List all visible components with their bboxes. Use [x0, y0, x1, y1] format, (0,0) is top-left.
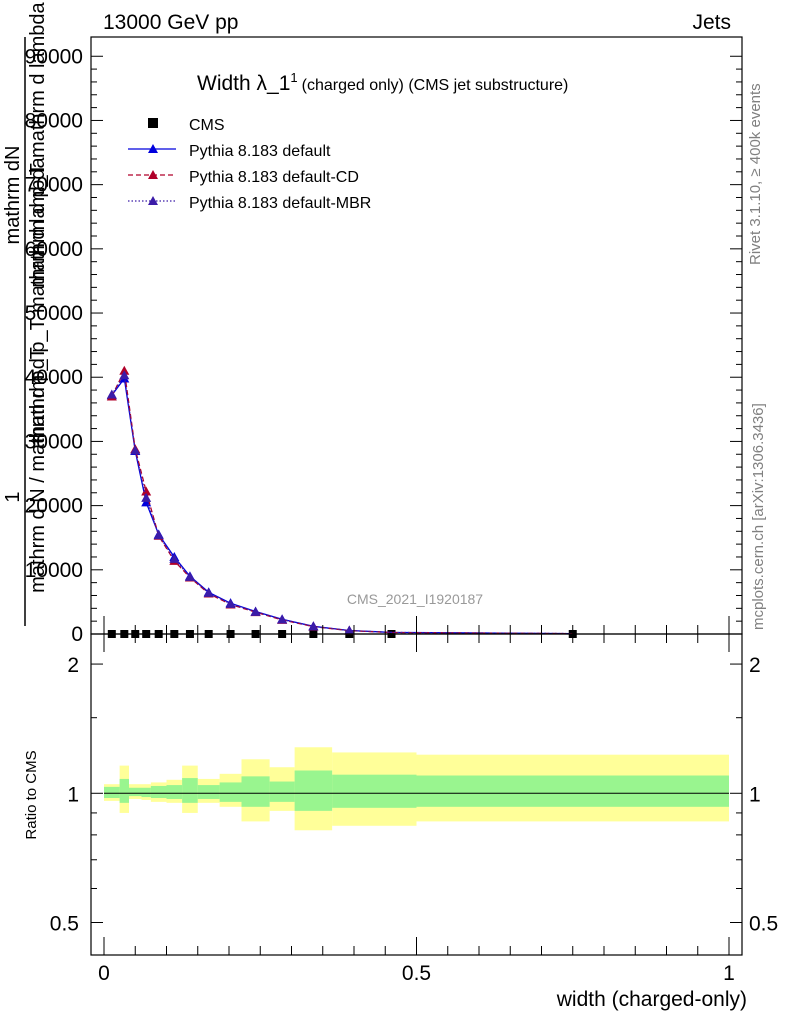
series-3 — [106, 370, 573, 635]
series-point — [141, 486, 152, 496]
ratio-band-inner — [332, 774, 367, 808]
ratio-panel: 0.5 0.51 12 2 0 0.5 1 Ratio to CMS width (cha… — [23, 616, 778, 1011]
main-panel: 0 10000 20000 30000 40000 50000 60000 70000 8000… — [2, 1, 743, 646]
main-series — [106, 365, 577, 638]
ratio-band-inner — [416, 775, 729, 807]
legend-label: CMS — [189, 117, 225, 134]
series-point — [308, 621, 319, 631]
y-label-line-3: mathrm d p_T mathrm d lambda — [27, 156, 49, 442]
ratio-band-inner — [104, 786, 120, 799]
ratio-bands — [104, 747, 729, 831]
ratio-band-inner — [294, 770, 333, 811]
ratio-band-inner — [119, 778, 129, 803]
ratio-band-inner — [197, 785, 220, 799]
legend-marker — [148, 118, 158, 128]
ratio-y-tick-label-right: 2 — [749, 654, 761, 677]
main-y-tick-label: 90000 — [25, 45, 83, 68]
legend-marker — [148, 196, 158, 205]
ratio-y-tick-label-right: 1 — [749, 783, 761, 806]
series-line — [111, 373, 573, 635]
chart-title-sup: 1 — [290, 70, 297, 85]
y-label-numerator: 1 — [2, 491, 24, 502]
x-axis-label: width (charged-only) — [556, 988, 747, 1011]
main-y-tick-label: 30000 — [25, 430, 83, 453]
series-point — [203, 587, 214, 597]
y-label-line-2: mathrm d p_T mathrm d lambda — [27, 1, 49, 287]
series-point — [344, 625, 355, 635]
ratio-frame — [90, 633, 743, 956]
ratio-band-inner — [150, 785, 167, 799]
series-point — [250, 606, 261, 616]
main-y-tick-label: 20000 — [25, 495, 83, 518]
series-line — [111, 368, 573, 635]
legend-marker — [148, 170, 158, 179]
series-point — [277, 614, 288, 624]
chart-title-main: Width λ_1 — [197, 72, 290, 95]
main-y-tick-label: 50000 — [25, 302, 83, 325]
series-point — [169, 553, 180, 563]
y-label-denominator: mathrm d N / mathrm d p_T — [27, 347, 49, 593]
legend-label: Pythia 8.183 default-MBR — [189, 195, 371, 212]
ratio-y-tick-label-right: 0.5 — [749, 912, 778, 935]
mcplots-label: mcplots.cern.ch [arXiv:1306.3436] — [750, 403, 767, 630]
series-point — [141, 492, 152, 502]
rivet-label: Rivet 3.1.10, ≥ 400k events — [747, 83, 764, 265]
series-point — [106, 389, 117, 399]
series-line — [111, 376, 573, 635]
legend-item: Pythia 8.183 default-MBR — [128, 195, 371, 212]
main-y-tick-label: 40000 — [25, 366, 83, 389]
ratio-y-tick-label: 1 — [67, 783, 79, 806]
ratio-band-inner — [129, 787, 142, 797]
legend: CMS Pythia 8.183 default Pythia 8.183 defa… — [128, 117, 371, 212]
main-y-tick-label: 0 — [71, 623, 83, 646]
series-point — [153, 530, 164, 540]
ratio-band-inner — [182, 778, 198, 803]
main-y-label: 1 mathrm dN mathrm d p_T mathrm d lambda… — [2, 1, 49, 626]
ratio-y-tick-label: 2 — [67, 654, 79, 677]
ratio-band-inner — [269, 781, 295, 802]
ratio-band-inner — [219, 782, 242, 802]
main-y-ticks: 0 10000 20000 30000 40000 50000 60000 70000 8000… — [25, 45, 742, 646]
main-y-tick-label: 60000 — [25, 238, 83, 261]
series-point — [184, 571, 195, 581]
ratio-y-ticks: 0.5 0.5 1 1 2 2 — [50, 654, 778, 935]
legend-item: Pythia 8.183 default — [128, 143, 331, 160]
series-point — [130, 445, 141, 455]
ratio-band-inner — [166, 785, 183, 799]
energy-label: 13000 GeV pp — [103, 11, 238, 34]
watermark: CMS_2021_I1920187 — [347, 591, 483, 607]
series-point — [119, 370, 130, 380]
legend-label: Pythia 8.183 default — [189, 143, 331, 160]
series-point — [225, 598, 236, 608]
ratio-band-inner — [366, 774, 417, 808]
category-label: Jets — [692, 11, 731, 34]
ratio-y-tick-label: 0.5 — [50, 912, 79, 935]
x-tick-label: 0.5 — [402, 962, 431, 985]
y-label-line-1: mathrm dN — [2, 146, 24, 245]
x-tick-label: 1 — [723, 962, 735, 985]
x-tick-label: 0 — [98, 962, 110, 985]
legend-item: Pythia 8.183 default-CD — [128, 169, 359, 186]
series-1 — [106, 373, 573, 635]
ratio-x-ticks: 0 0.5 1 — [98, 616, 735, 985]
main-y-tick-label: 70000 — [25, 174, 83, 197]
main-y-tick-label: 10000 — [25, 559, 83, 582]
series-2 — [106, 365, 573, 635]
ratio-band-inner — [241, 776, 270, 807]
chart-title: Width λ_11 (charged only) (CMS jet substr… — [197, 70, 568, 95]
main-y-tick-label: 80000 — [25, 109, 83, 132]
legend-marker — [148, 144, 158, 153]
chart-subtitle: (charged only) (CMS jet substructure) — [302, 77, 569, 94]
legend-item: CMS — [148, 117, 225, 134]
legend-label: Pythia 8.183 default-CD — [189, 169, 359, 186]
ratio-y-label: Ratio to CMS — [23, 750, 40, 839]
ratio-band-inner — [141, 787, 151, 798]
